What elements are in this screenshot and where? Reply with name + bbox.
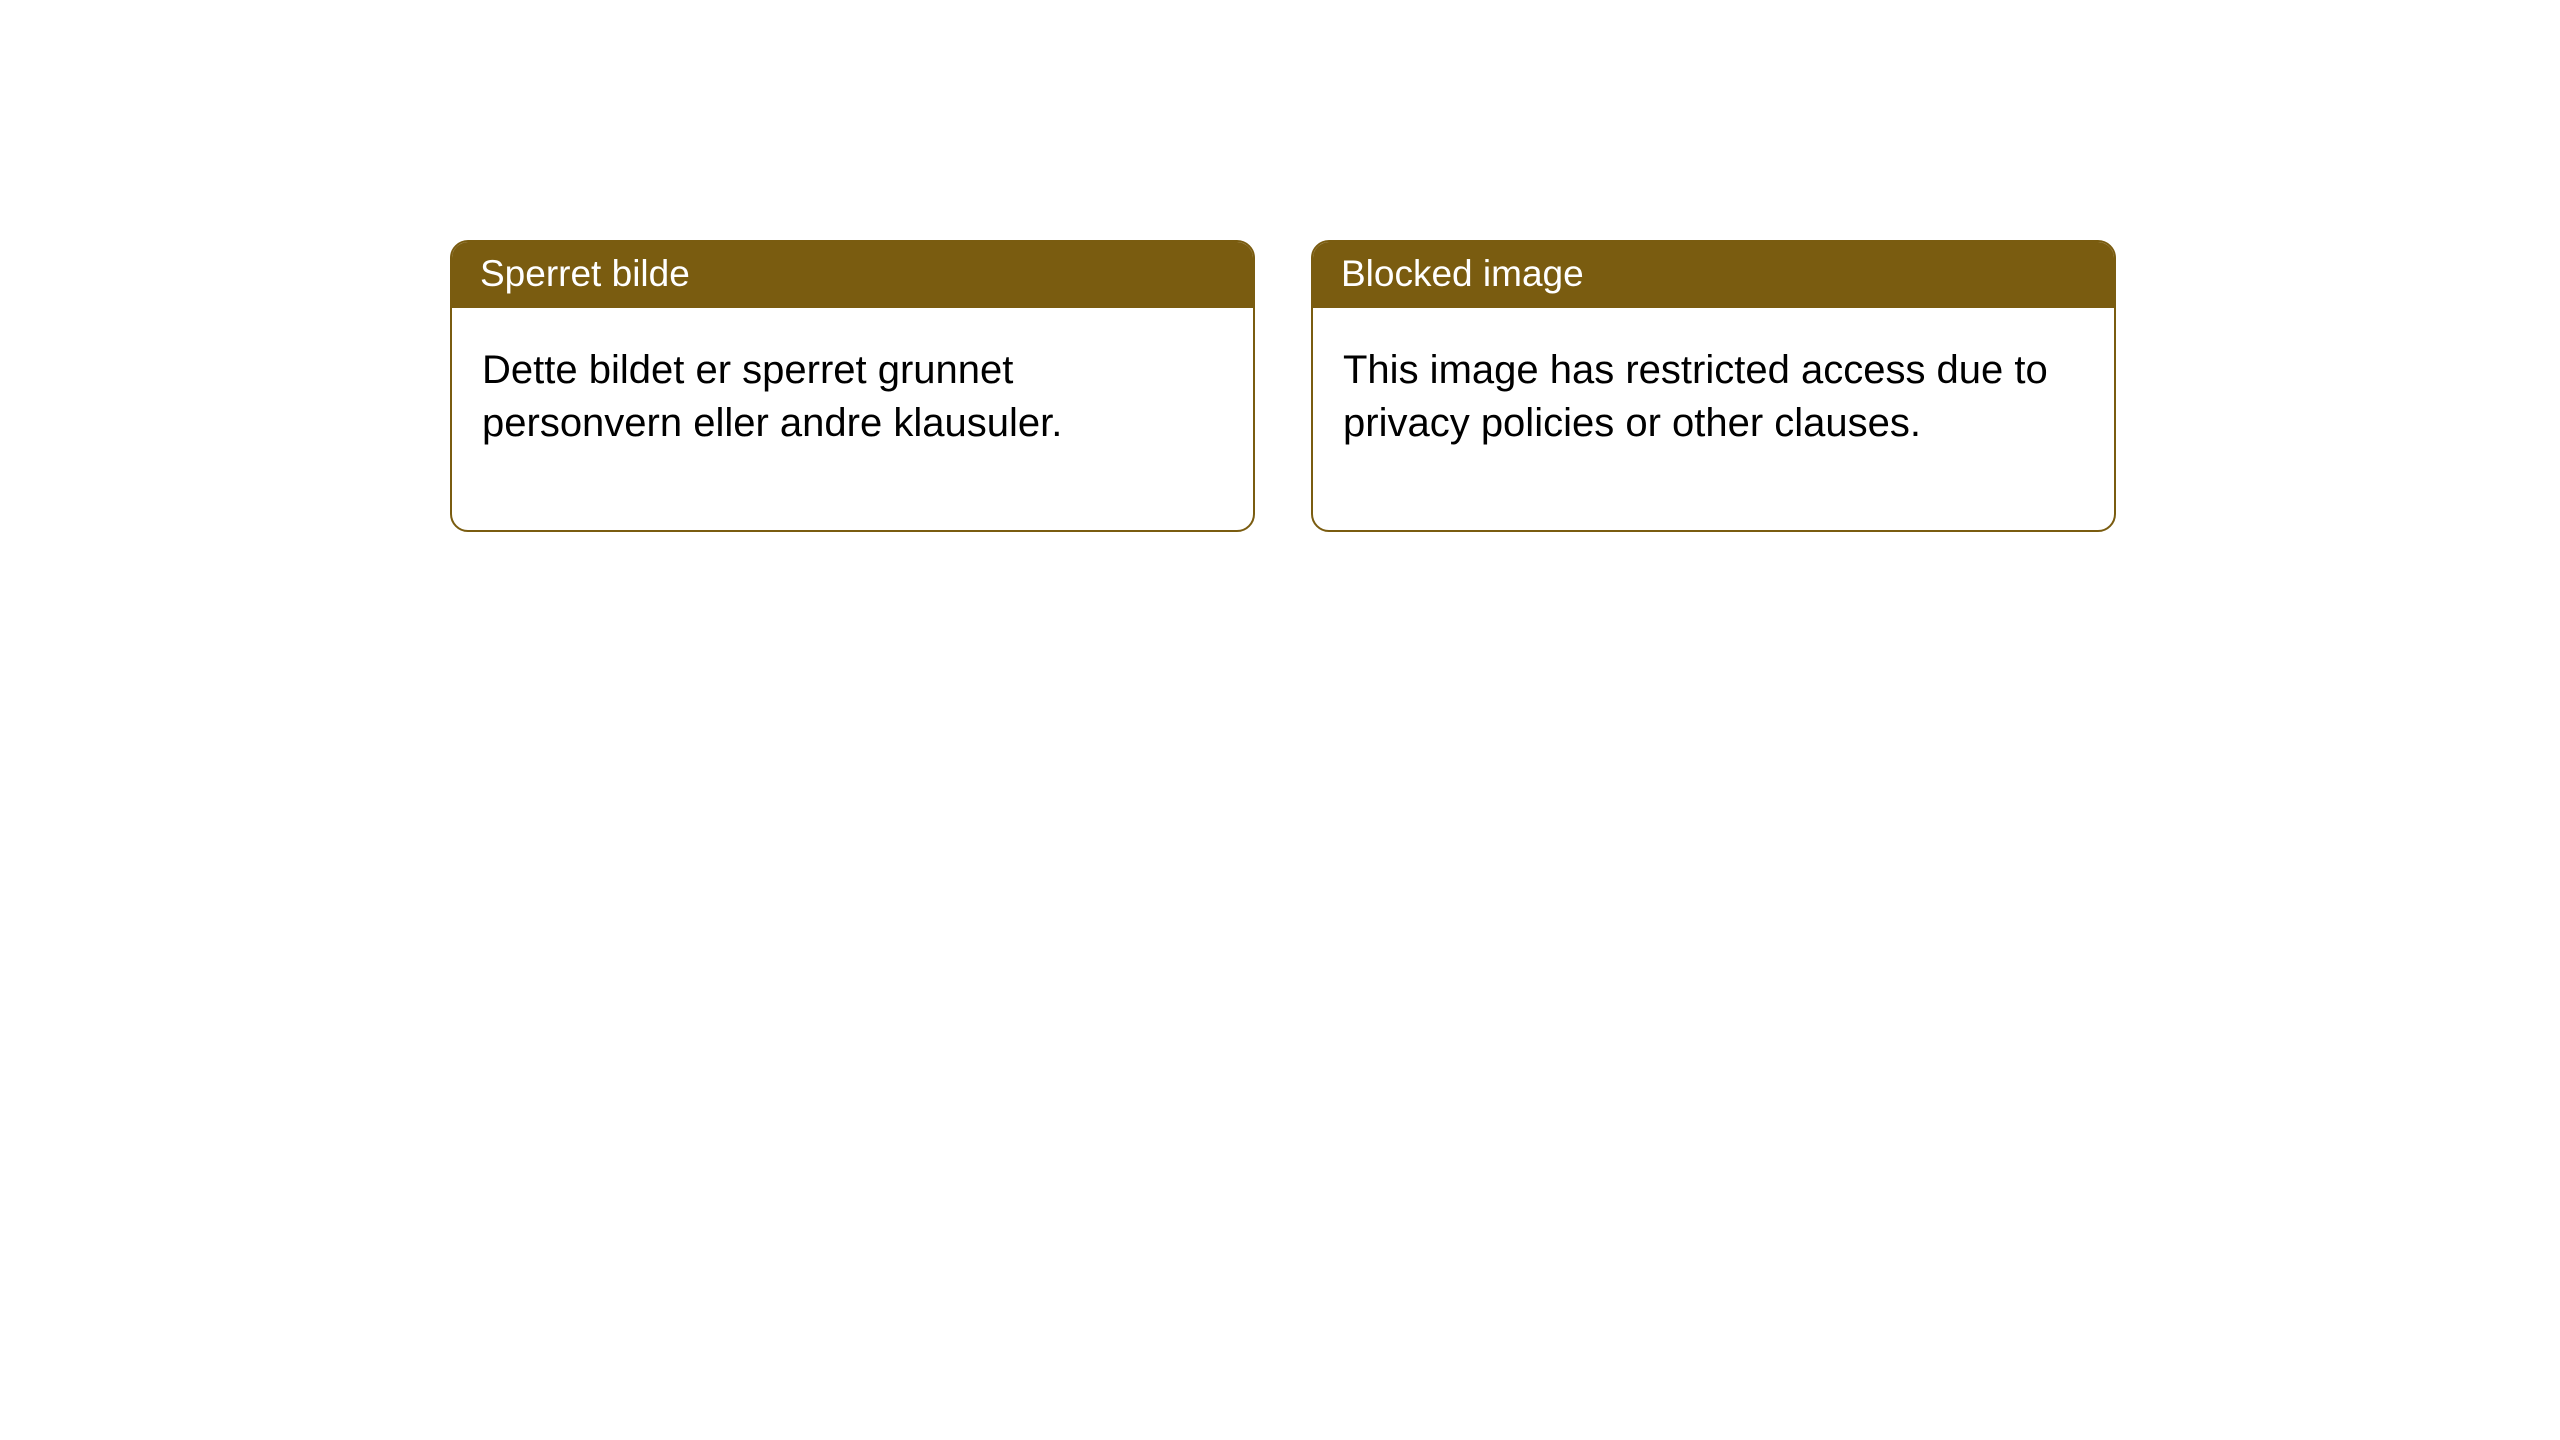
notice-card-header: Blocked image [1313, 242, 2114, 308]
notice-card-body: Dette bildet er sperret grunnet personve… [452, 308, 1253, 530]
notice-card-header: Sperret bilde [452, 242, 1253, 308]
notice-card-norwegian: Sperret bilde Dette bildet er sperret gr… [450, 240, 1255, 532]
notice-cards-row: Sperret bilde Dette bildet er sperret gr… [0, 0, 2560, 532]
notice-card-english: Blocked image This image has restricted … [1311, 240, 2116, 532]
notice-card-body: This image has restricted access due to … [1313, 308, 2114, 530]
